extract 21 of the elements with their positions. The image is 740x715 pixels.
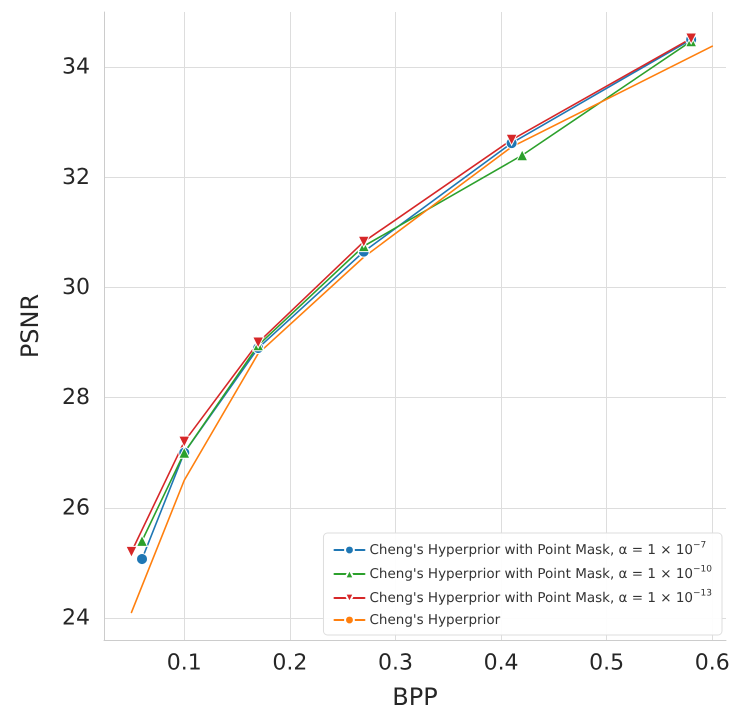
legend-label: Cheng's Hyperprior [369,612,501,628]
y-tick-label: 24 [62,605,90,630]
point [506,134,518,146]
y-tick-label: 28 [62,385,90,410]
y-tick-label: 30 [62,274,90,300]
y-tick-label: 34 [62,54,90,80]
x-tick-label: 0.2 [272,650,308,676]
y-tick-label: 26 [62,495,90,520]
x-axis-title: BPP [392,683,438,711]
y-tick-label: 32 [62,164,90,190]
point [358,236,370,248]
x-tick-label: 0.3 [378,650,413,676]
point [178,436,190,448]
point [125,546,138,558]
x-tick-label: 0.5 [589,650,624,676]
x-tick-label: 0.1 [166,650,202,676]
point [136,553,148,566]
point [252,336,264,349]
x-tick-label: 0.4 [484,650,519,676]
x-tick-label: 0.6 [694,650,730,676]
y-axis-title: PSNR [16,294,44,358]
